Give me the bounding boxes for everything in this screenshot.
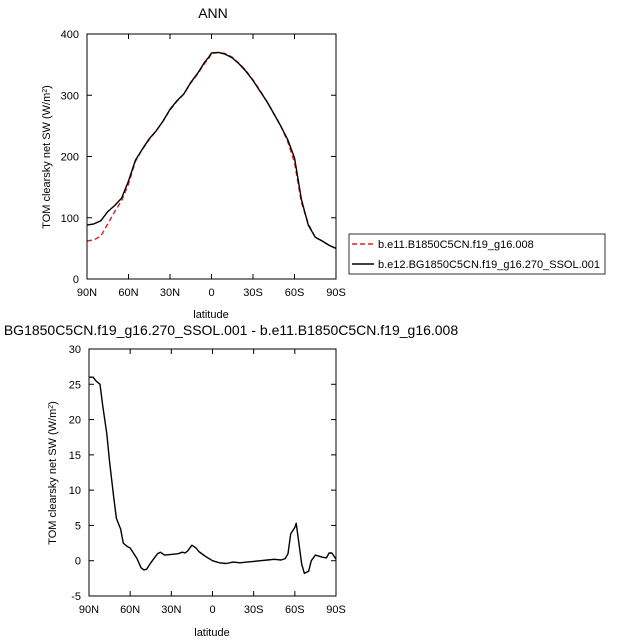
top-plot-area [86,51,337,250]
legend-box [348,233,606,275]
top-x-axis-label: latitude [193,309,228,321]
bottom-y-tick-label: 30 [69,344,81,356]
bottom-y-axis-label: TOM clearsky net SW (W/m2) [47,401,59,545]
legend-label-series-2: b.e12.BG1850C5CN.f19_g16.270_SSOL.001 [378,259,600,271]
bottom-plot-frame [88,348,337,597]
bottom-title: BG1850C5CN.f19_g16.270_SSOL.001 - b.e11.… [4,322,459,338]
bottom-x-tick-label: 30N [161,604,181,616]
top-y-tick-label: 400 [61,29,79,41]
bottom-x-tick-label: 60S [285,604,305,616]
bottom-y-tick-label: 15 [69,450,81,462]
bottom-y-tick-label: -5 [71,591,81,603]
bottom-plot-area [89,376,337,575]
top-y-tick-label: 100 [61,213,79,225]
legend-label-series-1: b.e11.B1850C5CN.f19_g16.008 [378,239,534,251]
bottom-panel: BG1850C5CN.f19_g16.270_SSOL.001 - b.e11.… [4,322,459,639]
top-x-tick-label: 0 [208,287,214,299]
top-x-tick-label: 60N [118,287,138,299]
top-x-tick-label: 90N [77,287,97,299]
top-plot-frame [86,33,337,280]
top-series-line-1 [86,51,337,250]
top-x-tick-label: 90S [326,287,346,299]
top-x-tick-label: 60S [285,287,305,299]
bottom-y-tick-label: 10 [69,485,81,497]
top-x-tick-label: 30S [243,287,263,299]
bottom-x-tick-label: 0 [209,604,215,616]
bottom-x-tick-label: 90N [79,604,99,616]
bottom-y-tick-label: 0 [75,556,81,568]
bottom-axes: -5 0 5 10 15 20 25 30 90N 60N 30N 0 30S 60S 90S [69,344,346,616]
top-series-line-2 [86,51,337,250]
top-y-axis-label: TOM clearsky net SW (W/m2) [41,85,53,229]
bottom-y-tick-label: 25 [69,379,81,391]
top-title: ANN [198,5,228,21]
top-legend: b.e11.B1850C5CN.f19_g16.008 b.e12.BG1850… [348,233,606,275]
top-x-tick-label: 30N [160,287,180,299]
bottom-x-tick-label: 30S [244,604,264,616]
bottom-series-line-1 [89,376,337,575]
bottom-x-tick-label: 60N [120,604,140,616]
top-panel: ANN 0 100 200 300 400 90N 60N 30N 0 30S 60S 90S lat… [41,5,606,321]
top-y-tick-label: 200 [61,152,79,164]
top-axes: 0 100 200 300 400 90N 60N 30N 0 30S 60S 90S [61,29,346,299]
top-y-tick-label: 0 [73,274,79,286]
bottom-x-axis-label: latitude [194,627,229,639]
top-y-tick-label: 300 [61,90,79,102]
bottom-y-tick-label: 5 [75,520,81,532]
bottom-y-tick-label: 20 [69,415,81,427]
bottom-x-tick-label: 90S [326,604,346,616]
